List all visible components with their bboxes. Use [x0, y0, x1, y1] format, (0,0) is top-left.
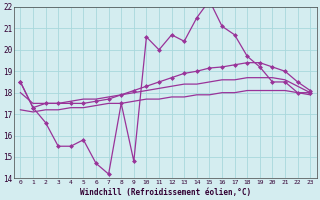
X-axis label: Windchill (Refroidissement éolien,°C): Windchill (Refroidissement éolien,°C)	[80, 188, 251, 197]
